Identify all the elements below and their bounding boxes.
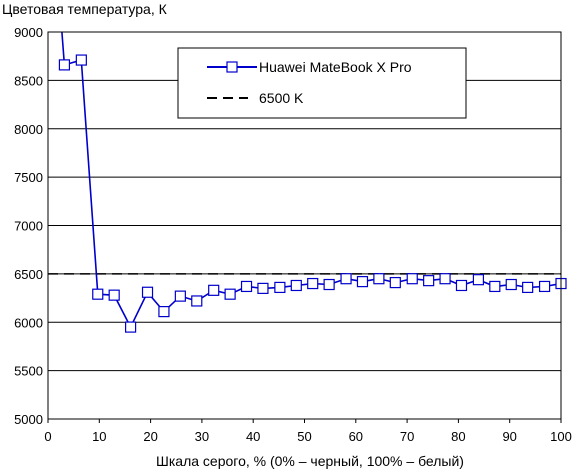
data-point-marker: [538, 280, 551, 293]
data-point-marker: [158, 306, 170, 318]
data-point-marker: [224, 288, 236, 300]
y-tick-label: 8500: [14, 73, 43, 88]
data-point-marker: [423, 275, 435, 287]
data-point-marker: [240, 280, 253, 293]
x-tick-label: 70: [400, 429, 414, 444]
data-point-marker: [472, 274, 485, 286]
y-tick-label: 8000: [14, 122, 43, 137]
data-point-marker: [389, 276, 401, 289]
x-tick-label: 20: [143, 429, 157, 444]
data-point-marker: [191, 295, 203, 307]
x-tick-label: 30: [195, 429, 209, 444]
y-axis-tick-labels: 5000 5500 6000 6500 7000 7500 8000 8500 9000: [14, 25, 43, 427]
legend-marker-huawei: [226, 61, 238, 73]
x-tick-label: 40: [246, 429, 260, 444]
y-tick-label: 6000: [14, 315, 43, 330]
data-point-marker: [323, 278, 335, 291]
x-tick-label: 80: [451, 429, 465, 444]
x-tick-label: 60: [349, 429, 363, 444]
data-point-marker: [505, 278, 517, 291]
x-tick-label: 0: [44, 429, 51, 444]
legend-label-6500k: 6500 K: [259, 90, 304, 106]
x-tick-label: 10: [92, 429, 106, 444]
data-point-marker: [257, 282, 269, 294]
data-point-marker: [274, 281, 286, 294]
y-tick-label: 7500: [14, 170, 43, 185]
legend-box: [177, 47, 467, 119]
x-axis-label: Шкала серого, % (0% – черный, 100% – бел…: [156, 453, 464, 469]
series-layer: [58, 31, 567, 333]
y-tick-label: 5000: [14, 412, 43, 427]
data-point-marker: [307, 277, 319, 290]
data-point-marker: [489, 280, 501, 293]
data-point-marker: [92, 288, 104, 300]
data-point-marker: [406, 273, 418, 285]
legend-label-huawei: Huawei MateBook X Pro: [259, 59, 412, 75]
data-point-marker: [439, 273, 451, 285]
legend: Huawei MateBook X Pro 6500 K: [177, 47, 467, 119]
data-point-marker: [290, 279, 302, 292]
y-tick-label: 7000: [14, 219, 43, 234]
data-point-marker: [124, 321, 137, 333]
data-point-marker: [356, 276, 369, 288]
data-point-marker: [208, 284, 220, 296]
data-point-marker: [340, 273, 352, 285]
x-tick-label: 90: [502, 429, 516, 444]
x-axis-tick-labels: 0 10 20 30 40 50 60 70 80 90 100: [44, 419, 572, 444]
chart-title: Цветовая температура, К: [2, 1, 168, 17]
data-point-marker: [373, 273, 385, 285]
data-point-marker: [58, 59, 71, 71]
y-tick-label: 9000: [14, 25, 43, 40]
x-tick-label: 100: [550, 429, 572, 444]
y-tick-label: 6500: [14, 267, 43, 282]
data-point-marker: [455, 279, 468, 292]
data-point-marker: [108, 289, 120, 301]
data-point-marker: [141, 286, 154, 298]
x-tick-label: 50: [297, 429, 311, 444]
data-point-marker: [522, 281, 534, 294]
y-tick-label: 5500: [14, 364, 43, 379]
data-point-marker: [75, 54, 87, 66]
data-point-marker: [174, 290, 186, 302]
